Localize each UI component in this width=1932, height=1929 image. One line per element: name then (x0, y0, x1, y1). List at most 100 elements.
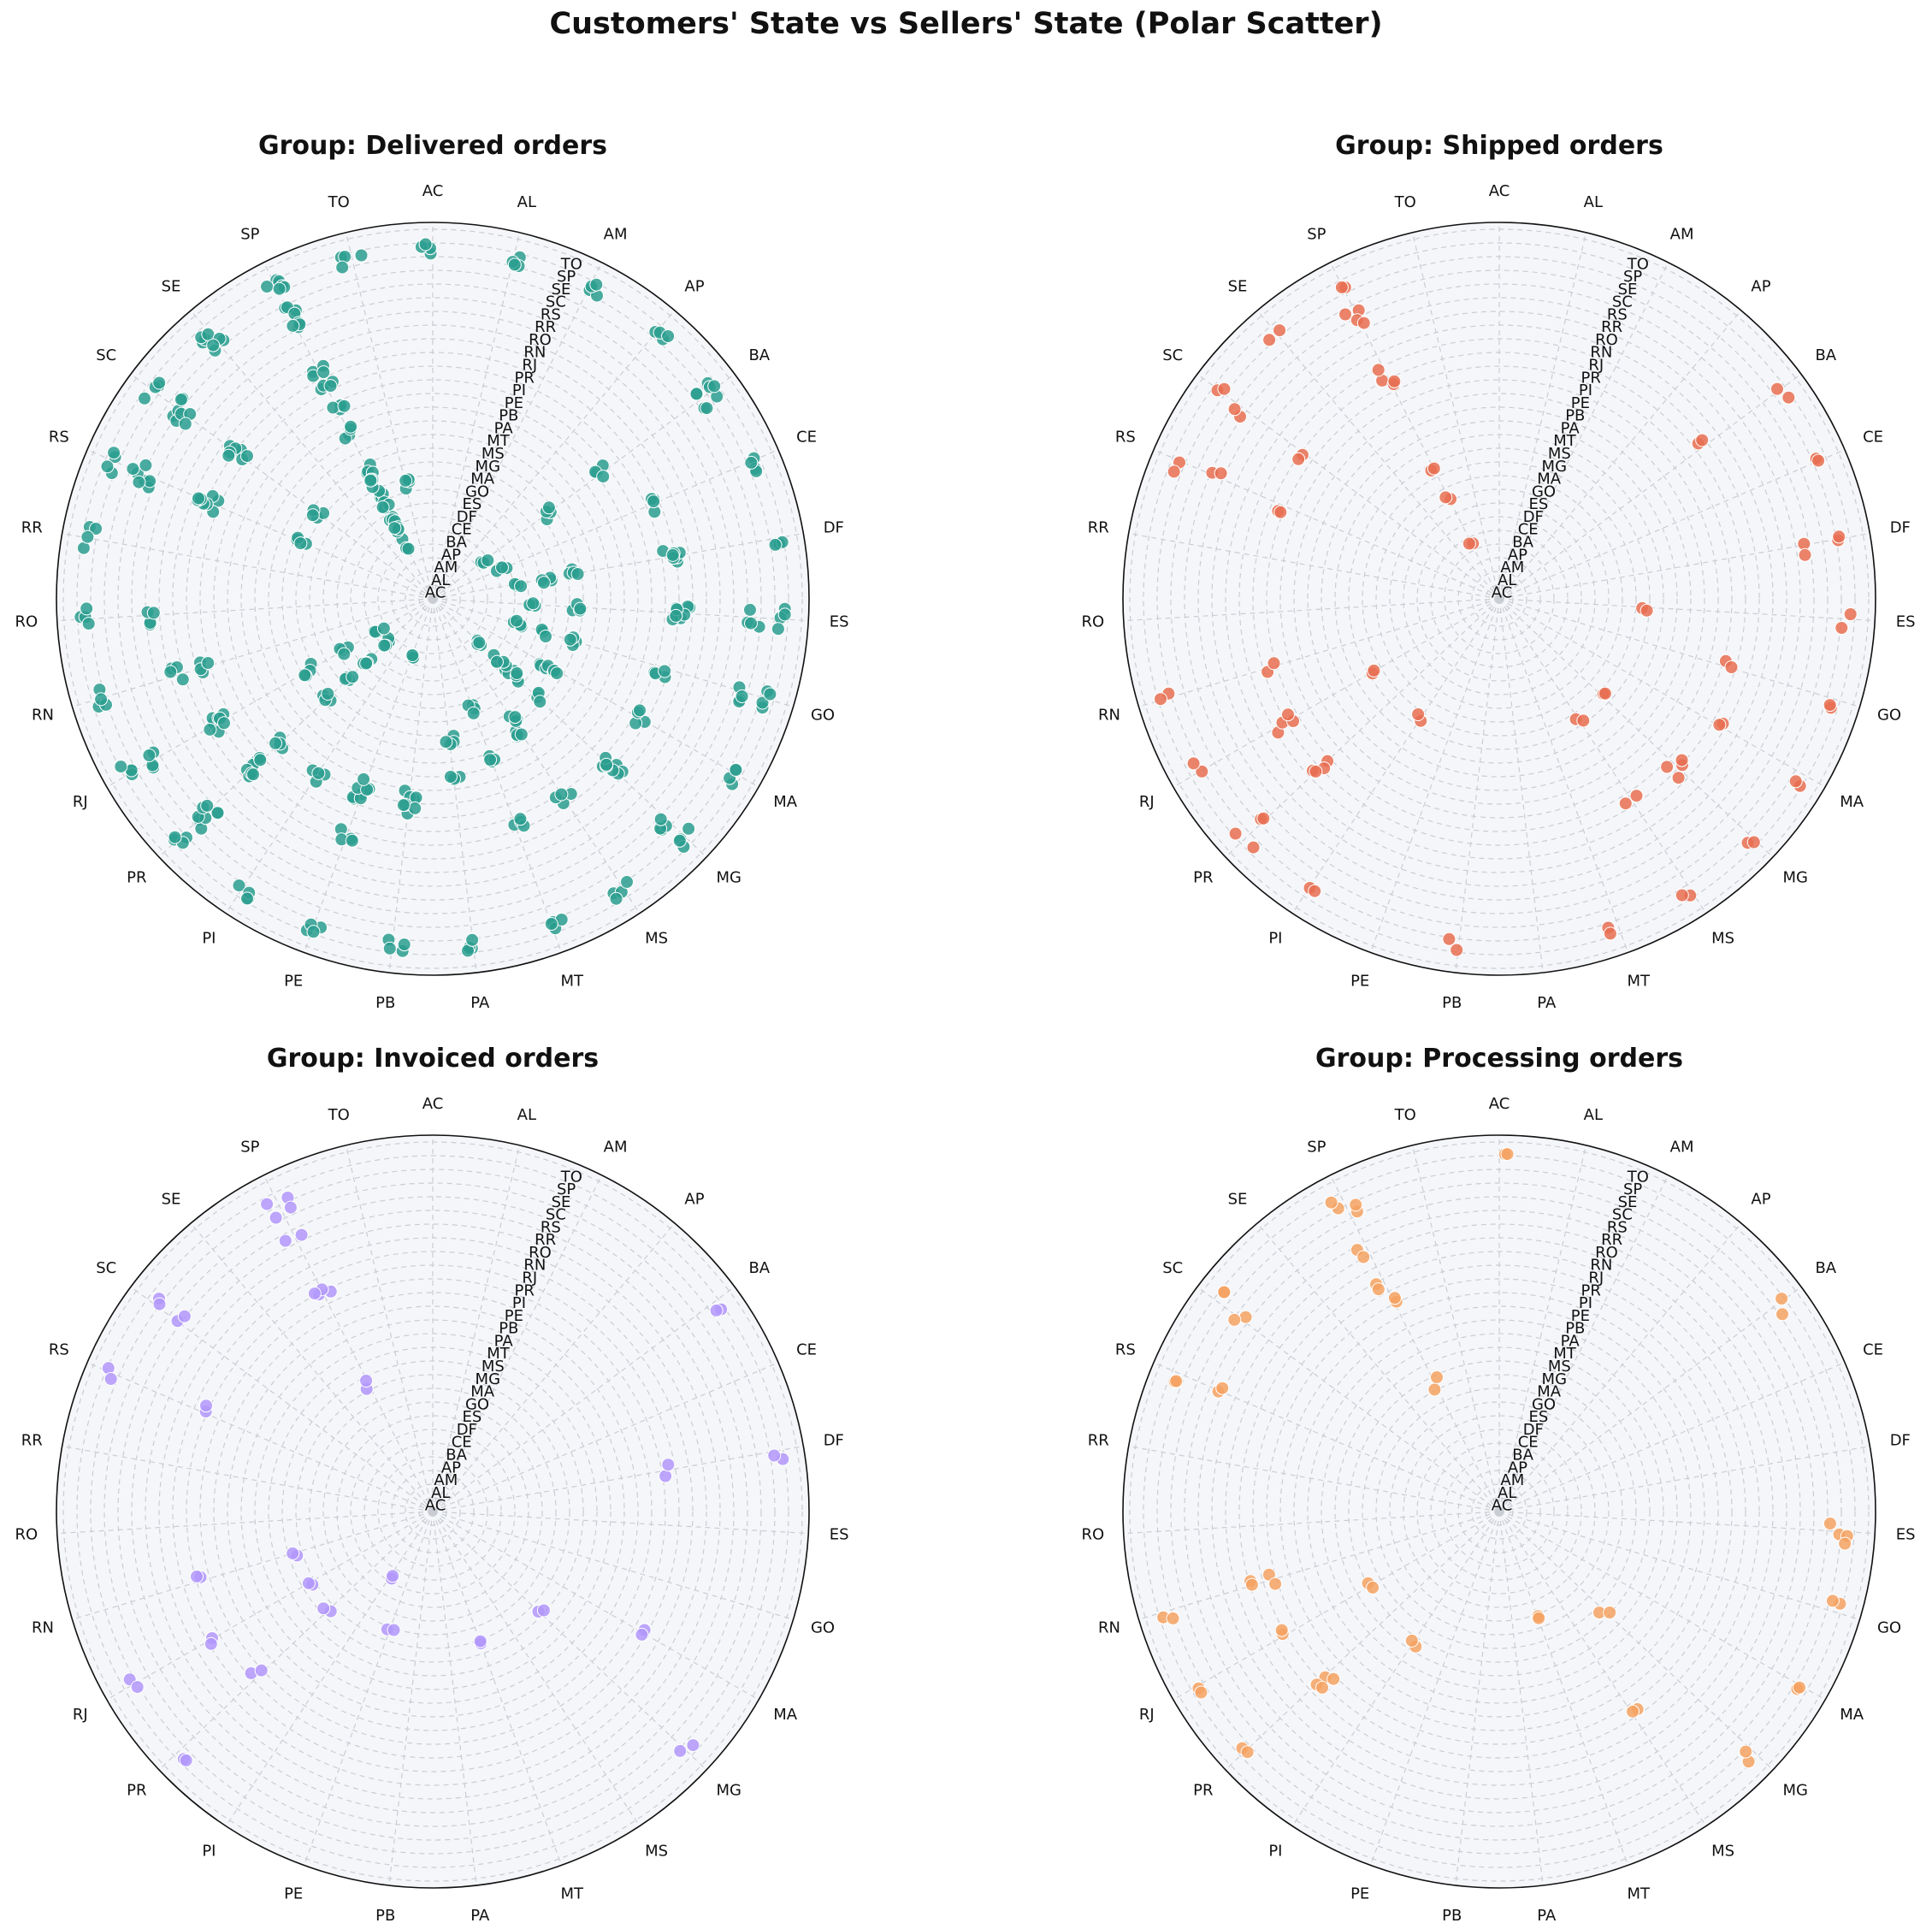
data-point (222, 448, 236, 463)
angular-tick-label: RN (32, 707, 54, 725)
data-point (269, 1210, 283, 1225)
angular-gridline (432, 373, 736, 600)
data-point (1169, 1374, 1184, 1388)
angular-gridline (1291, 598, 1500, 914)
angular-tick-label: CE (796, 429, 817, 447)
angular-tick-label: AM (1670, 226, 1694, 244)
radial-gridline (117, 283, 748, 914)
radial-gridline (1266, 1278, 1733, 1745)
angular-tick-label: PR (1193, 869, 1213, 887)
plot-border (56, 222, 810, 976)
angular-gridline (1123, 598, 1500, 622)
data-point (1371, 363, 1385, 377)
radial-gridline (172, 338, 694, 860)
data-point (363, 473, 378, 488)
data-point (386, 1569, 400, 1583)
data-point (311, 766, 326, 780)
data-point (1371, 1282, 1385, 1297)
data-point (1356, 1250, 1371, 1264)
radial-tick-label: SE (552, 1193, 571, 1211)
data-point (1462, 536, 1476, 551)
radial-gridline (131, 1210, 735, 1814)
radial-gridline (377, 543, 488, 654)
radial-gridline (1403, 1415, 1596, 1608)
angular-gridline (432, 1362, 779, 1512)
data-point (1326, 1672, 1341, 1686)
angular-gridline (1498, 1446, 1870, 1512)
data-point (1338, 307, 1352, 322)
radial-tick-label: MA (1537, 1383, 1562, 1401)
data-point (254, 1663, 269, 1678)
angular-gridline (1128, 533, 1500, 600)
angular-tick-label: SE (1228, 277, 1248, 295)
data-point (768, 537, 783, 552)
subplot-title: Group: Invoiced orders (267, 1044, 599, 1074)
angular-gridline (1498, 598, 1774, 858)
radial-gridline (213, 1292, 653, 1731)
angular-gridline (225, 1511, 434, 1826)
angular-tick-label: MS (1711, 1843, 1734, 1861)
data-point (544, 917, 558, 931)
angular-tick-label: AP (1751, 277, 1770, 295)
angular-tick-label: AC (1489, 1095, 1510, 1113)
radial-gridline (76, 1155, 789, 1868)
angular-gridline (72, 598, 434, 707)
data-point (89, 522, 103, 536)
radial-tick-label: RS (541, 1218, 561, 1236)
radial-gridline (240, 1319, 625, 1704)
angular-tick-label: MT (1628, 1885, 1651, 1902)
angular-gridline (1138, 598, 1500, 707)
angular-tick-label: PI (1268, 930, 1282, 948)
angular-gridline (106, 1511, 434, 1701)
angular-gridline (432, 533, 804, 600)
radial-tick-label: SC (1612, 1206, 1633, 1224)
angular-tick-label: MT (561, 972, 585, 990)
data-point (337, 399, 352, 413)
data-point (507, 257, 522, 272)
angular-gridline (1153, 1362, 1500, 1512)
data-point (80, 601, 94, 616)
radial-tick-label: SP (1623, 1180, 1642, 1198)
data-point (771, 622, 785, 636)
radial-gridline (145, 1223, 721, 1800)
angular-gridline (158, 1511, 434, 1771)
radial-tick-label: RR (1601, 1231, 1622, 1249)
angular-tick-label: PE (284, 1885, 303, 1902)
data-point (1603, 926, 1617, 941)
radial-tick-label: SC (546, 293, 566, 311)
radial-gridline (145, 311, 721, 887)
radial-gridline (1375, 475, 1623, 723)
data-point (1430, 1370, 1444, 1384)
data-point (596, 470, 611, 484)
radial-tick-label: DF (457, 1421, 477, 1439)
radial-tick-label: RO (529, 1244, 552, 1262)
radial-gridline (1307, 406, 1692, 791)
radial-tick-label: BA (446, 1447, 467, 1465)
angular-tick-label: DF (1890, 1431, 1911, 1449)
angular-tick-label: MG (716, 869, 741, 887)
angular-tick-label: RR (21, 518, 43, 536)
angular-gridline (432, 1511, 563, 1866)
radial-tick-label: PI (512, 1294, 526, 1312)
angular-tick-label: DF (824, 518, 844, 536)
angular-tick-label: RO (15, 1526, 38, 1544)
angular-tick-label: AL (1584, 1106, 1603, 1124)
angular-tick-label: RJ (73, 1706, 88, 1724)
angular-gridline (1498, 598, 1544, 973)
angular-tick-label: GO (811, 1619, 835, 1637)
radial-tick-label: GO (1532, 1395, 1556, 1413)
angular-tick-label: MG (1782, 1782, 1807, 1800)
data-point (1404, 1633, 1419, 1648)
radial-gridline (309, 1388, 557, 1636)
radial-tick-label: PB (1565, 407, 1585, 425)
data-point (1618, 796, 1633, 811)
angular-gridline (432, 449, 779, 600)
data-point (1825, 1594, 1840, 1608)
angular-tick-label: SE (162, 1190, 181, 1208)
data-point (179, 1753, 193, 1767)
data-point (1598, 686, 1612, 701)
data-point (1315, 1680, 1329, 1695)
data-point (466, 706, 481, 720)
data-point (510, 666, 524, 680)
angular-tick-label: RR (21, 1431, 43, 1449)
